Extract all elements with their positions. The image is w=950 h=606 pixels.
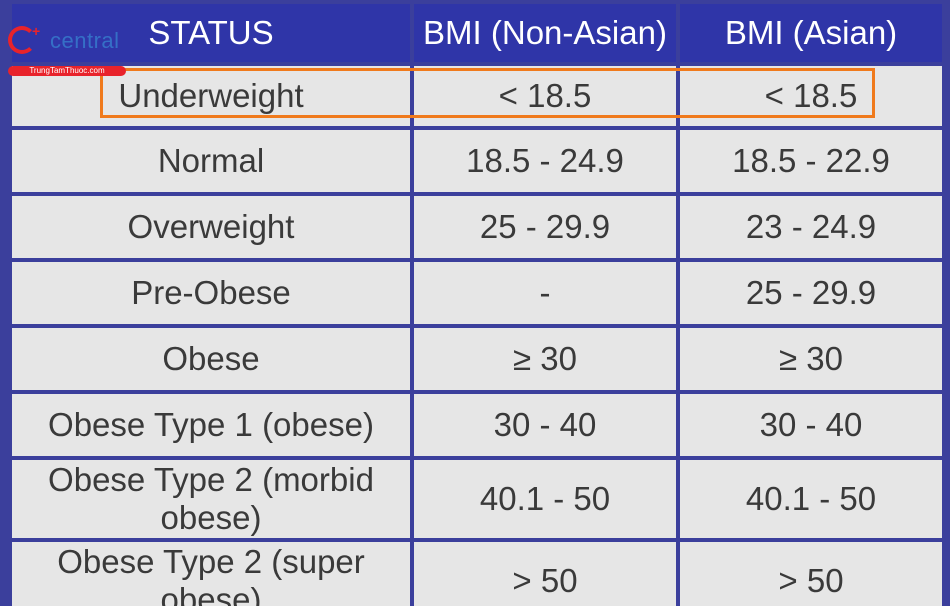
- bmi-non-asian-cell: 25 - 29.9: [414, 196, 676, 258]
- table-row: Overweight 25 - 29.9 23 - 24.9: [12, 196, 942, 258]
- table-row: Obese Type 2 (morbid obese) 40.1 - 50 40…: [12, 460, 942, 538]
- table-row: Obese ≥ 30 ≥ 30: [12, 328, 942, 390]
- bmi-asian-cell: 25 - 29.9: [680, 262, 942, 324]
- bmi-non-asian-cell: 40.1 - 50: [414, 460, 676, 538]
- bmi-non-asian-cell: 18.5 - 24.9: [414, 130, 676, 192]
- bmi-asian-cell: < 18.5: [680, 66, 942, 126]
- bmi-non-asian-cell: -: [414, 262, 676, 324]
- bmi-asian-cell: ≥ 30: [680, 328, 942, 390]
- bmi-non-asian-cell: < 18.5: [414, 66, 676, 126]
- status-cell: Obese: [12, 328, 410, 390]
- bmi-asian-cell: > 50: [680, 542, 942, 606]
- bmi-non-asian-cell: ≥ 30: [414, 328, 676, 390]
- status-cell: Normal: [12, 130, 410, 192]
- table-row: Underweight < 18.5 < 18.5: [12, 66, 942, 126]
- status-cell: Overweight: [12, 196, 410, 258]
- table-row: Pre-Obese - 25 - 29.9: [12, 262, 942, 324]
- table-row: Obese Type 1 (obese) 30 - 40 30 - 40: [12, 394, 942, 456]
- watermark-logo: + central TrungTamThuoc.com: [6, 22, 126, 80]
- status-cell: Obese Type 1 (obese): [12, 394, 410, 456]
- status-cell: Pre-Obese: [12, 262, 410, 324]
- bmi-asian-cell: 18.5 - 22.9: [680, 130, 942, 192]
- header-bmi-asian: BMI (Asian): [680, 4, 942, 62]
- table-row: Obese Type 2 (super obese) > 50 > 50: [12, 542, 942, 606]
- logo-plus-icon: +: [32, 23, 41, 39]
- logo-site-text: TrungTamThuoc.com: [8, 66, 126, 76]
- header-status: STATUS: [12, 4, 410, 62]
- bmi-asian-cell: 23 - 24.9: [680, 196, 942, 258]
- table-row: Normal 18.5 - 24.9 18.5 - 22.9: [12, 130, 942, 192]
- logo-brand-text: central: [50, 28, 120, 53]
- status-cell: Obese Type 2 (super obese): [12, 542, 410, 606]
- bmi-non-asian-cell: > 50: [414, 542, 676, 606]
- bmi-classification-table: STATUS BMI (Non-Asian) BMI (Asian) Under…: [8, 0, 946, 606]
- bmi-asian-cell: 40.1 - 50: [680, 460, 942, 538]
- bmi-asian-cell: 30 - 40: [680, 394, 942, 456]
- header-bmi-non-asian: BMI (Non-Asian): [414, 4, 676, 62]
- bmi-non-asian-cell: 30 - 40: [414, 394, 676, 456]
- status-cell: Obese Type 2 (morbid obese): [12, 460, 410, 538]
- logo-ring-icon: [8, 26, 36, 54]
- table-header-row: STATUS BMI (Non-Asian) BMI (Asian): [12, 4, 942, 62]
